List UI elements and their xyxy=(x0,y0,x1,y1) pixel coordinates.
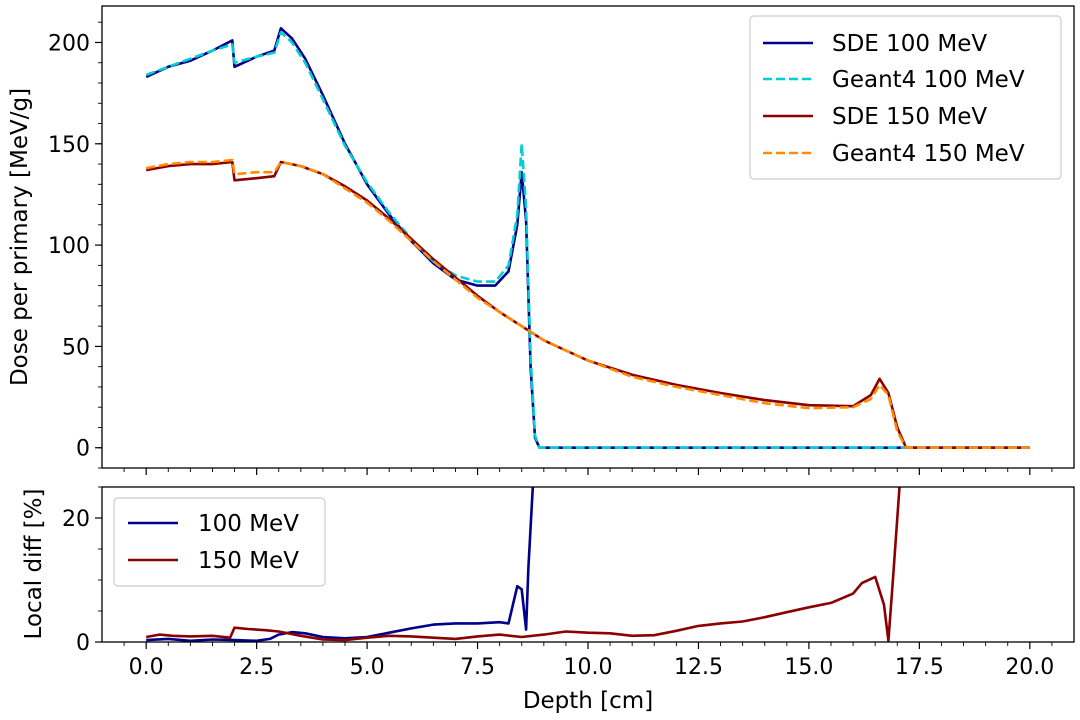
dose-series xyxy=(145,27,1030,449)
diff-x-tick-label: 0.0 xyxy=(129,655,164,680)
diff-x-tick-label: 5.0 xyxy=(350,655,385,680)
legend-label-150: 150 MeV xyxy=(198,548,299,574)
series-line-geant4-100-mev xyxy=(145,30,1030,449)
legend-label-sde-150: SDE 150 MeV xyxy=(832,104,987,130)
diff-panel: 0.0 2.5 5.0 7.5 10.0 12.5 15.0 17.5 20.0 0 20 Loca… xyxy=(21,486,1075,714)
diff-y-axis-label: Local diff [%] xyxy=(21,489,47,640)
series-line-150-mev xyxy=(145,487,901,642)
dose-y-axis-label: Dose per primary [MeV/g] xyxy=(7,88,33,386)
dose-legend: SDE 100 MeV Geant4 100 MeV SDE 150 MeV G… xyxy=(749,15,1062,180)
dose-y-tick-label: 0 xyxy=(76,437,90,462)
dose-legend-frame xyxy=(749,15,1062,180)
dose-panel: 0 50 100 150 200 Dose per primary [MeV/g] SD… xyxy=(7,5,1075,475)
dose-y-tick-label: 200 xyxy=(48,31,90,56)
dose-plot-frame xyxy=(101,5,1075,469)
diff-ticks: 0.0 2.5 5.0 7.5 10.0 12.5 15.0 17.5 20.0 0 20 xyxy=(62,486,1054,680)
diff-y-tick-label: 0 xyxy=(76,631,90,656)
dose-ticks: 0 50 100 150 200 xyxy=(48,21,1053,475)
diff-legend: 100 MeV 150 MeV xyxy=(113,497,326,587)
legend-label-geant4-100: Geant4 100 MeV xyxy=(832,67,1025,93)
diff-x-tick-label: 10.0 xyxy=(564,655,613,680)
diff-legend-frame xyxy=(113,497,326,587)
diff-series xyxy=(145,487,901,642)
diff-plot-frame xyxy=(101,486,1075,643)
diff-x-tick-label: 12.5 xyxy=(674,655,723,680)
legend-label-geant4-150: Geant4 150 MeV xyxy=(832,141,1025,167)
diff-x-tick-label: 2.5 xyxy=(239,655,274,680)
dose-y-tick-label: 150 xyxy=(48,133,90,158)
series-line-sde-150-mev xyxy=(145,160,1030,449)
legend-label-sde-100: SDE 100 MeV xyxy=(832,31,987,57)
diff-y-tick-label: 20 xyxy=(62,507,90,532)
legend-label-100: 100 MeV xyxy=(198,511,299,537)
diff-x-tick-label: 15.0 xyxy=(784,655,833,680)
diff-x-tick-label: 7.5 xyxy=(460,655,495,680)
diff-x-tick-label: 20.0 xyxy=(1005,655,1054,680)
dose-y-tick-label: 100 xyxy=(48,234,90,259)
x-axis-label: Depth [cm] xyxy=(523,688,653,714)
dose-y-tick-label: 50 xyxy=(62,335,90,360)
series-line-geant4-150-mev xyxy=(145,158,1030,449)
diff-x-tick-label: 17.5 xyxy=(895,655,944,680)
